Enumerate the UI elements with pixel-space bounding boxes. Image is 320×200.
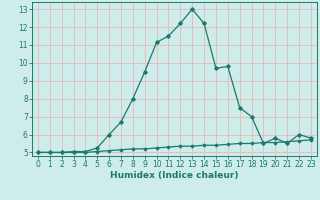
X-axis label: Humidex (Indice chaleur): Humidex (Indice chaleur) (110, 171, 239, 180)
